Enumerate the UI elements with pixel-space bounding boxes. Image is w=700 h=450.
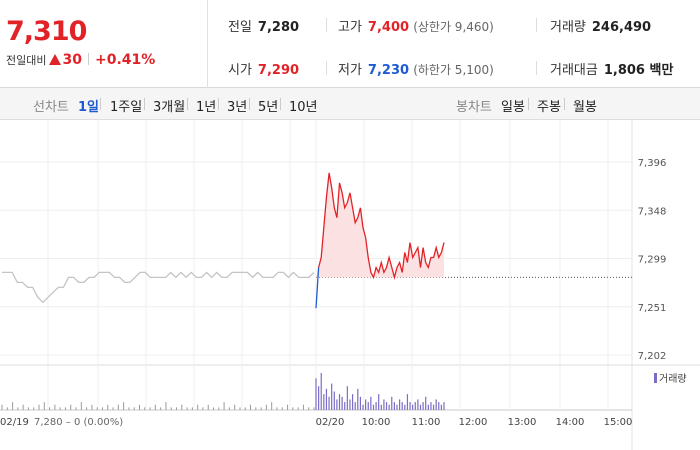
divider (249, 98, 250, 110)
divider (326, 61, 327, 75)
divider (144, 98, 145, 110)
tab-period-3m[interactable]: 3개월 (153, 100, 186, 115)
low-stat: 저가 7,230 (하한가 5,100) (338, 59, 494, 78)
price-chart: 7,396 7,348 7,299 7,251 7,202 거래량 02/19 02/20 10… (0, 120, 700, 450)
divider (326, 18, 327, 32)
current-price: 7,310 (6, 16, 87, 47)
low-value: 7,230 (367, 63, 410, 78)
divider (87, 53, 89, 65)
line-chart-label: 선차트 (33, 100, 69, 115)
tab-period-10y[interactable]: 10년 (289, 100, 318, 115)
up-triangle-icon (49, 54, 62, 65)
x-tick-label: 13:00 (508, 417, 537, 428)
x-tick-label: 02/19 (0, 417, 29, 428)
high-stat: 고가 7,400 (상한가 9,460) (338, 16, 494, 35)
tab-candle-weekly[interactable]: 주봉 (537, 100, 561, 115)
trade-amount-stat: 거래대금 1,806 백만 (550, 59, 673, 78)
divider (536, 18, 537, 32)
x-tick-label: 12:00 (459, 417, 488, 428)
change-row: 전일대비 30 +0.41% (6, 52, 155, 68)
x-tick-label: 02/20 (316, 417, 345, 428)
lower-limit: (하한가 5,100) (413, 63, 494, 77)
divider (528, 98, 529, 110)
today-series-open (315, 267, 320, 309)
y-tick-label: 7,348 (638, 206, 667, 217)
y-tick-label: 7,202 (638, 351, 667, 362)
volume-value: 246,490 (591, 20, 652, 35)
upper-limit: (상한가 9,460) (413, 20, 494, 34)
quote-summary: 7,310 전일대비 30 +0.41% 전일 7,280 고가 7,400 (상한가 … (0, 0, 700, 88)
prev-close-stat: 전일 7,280 (228, 16, 299, 35)
low-label: 저가 (338, 63, 362, 78)
tab-period-3y[interactable]: 3년 (227, 100, 248, 115)
today-up-area (316, 172, 444, 278)
change-amount: 30 (62, 52, 82, 68)
price-box: 7,310 전일대비 30 +0.41% (0, 0, 208, 88)
tab-candle-monthly[interactable]: 월봉 (573, 100, 597, 115)
divider (280, 98, 281, 110)
divider (564, 98, 565, 110)
volume-stat: 거래량 246,490 (550, 16, 651, 35)
change-label: 전일대비 (6, 54, 47, 67)
divider (218, 98, 219, 110)
open-label: 시가 (228, 63, 252, 78)
today-series (317, 172, 445, 280)
y-tick-label: 7,396 (638, 158, 667, 169)
prev-day-series (2, 271, 315, 304)
change-percent: +0.41% (94, 52, 156, 68)
x-tick-label: 15:00 (604, 417, 633, 428)
divider (187, 98, 188, 110)
y-tick-label: 7,299 (638, 255, 667, 266)
volume-legend-swatch (654, 373, 657, 383)
x-tick-label: 10:00 (362, 417, 391, 428)
divider (100, 98, 101, 110)
prev-day-note: 7,280 – 0 (0.00%) (34, 417, 123, 428)
y-tick-label: 7,251 (638, 303, 667, 314)
tab-period-1y[interactable]: 1년 (196, 100, 217, 115)
trade-amount-value: 1,806 백만 (603, 63, 674, 78)
chart-tab-bar: 선차트 1일 1주일 3개월 1년 3년 5년 10년 봉차트 일봉 주봉 월봉 (0, 88, 700, 120)
open-stat: 시가 7,290 (228, 59, 299, 78)
tab-period-5y[interactable]: 5년 (258, 100, 279, 115)
x-tick-label: 14:00 (556, 417, 585, 428)
high-value: 7,400 (367, 20, 410, 35)
tab-candle-daily[interactable]: 일봉 (501, 100, 525, 115)
high-label: 고가 (338, 20, 362, 35)
divider (536, 61, 537, 75)
volume-label: 거래량 (550, 20, 586, 35)
open-value: 7,290 (257, 63, 300, 78)
trade-amount-label: 거래대금 (550, 63, 598, 78)
x-tick-label: 11:00 (412, 417, 441, 428)
tab-period-1d[interactable]: 1일 (78, 100, 100, 115)
tab-period-1w[interactable]: 1주일 (110, 100, 143, 115)
candle-chart-label: 봉차트 (456, 100, 492, 115)
prev-close-value: 7,280 (257, 20, 300, 35)
volume-legend-label: 거래량 (659, 373, 687, 385)
prev-close-label: 전일 (228, 20, 252, 35)
